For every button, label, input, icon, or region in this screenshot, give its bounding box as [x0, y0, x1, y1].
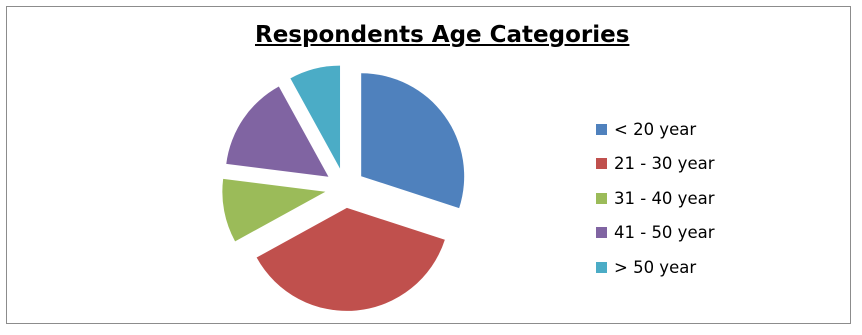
pie-slice-41-50 — [226, 86, 329, 177]
pie-slice-31-40 — [222, 178, 326, 242]
legend-swatch-over-50 — [596, 261, 607, 273]
legend-swatch-41-50 — [596, 227, 607, 239]
legend-swatch-21-30 — [596, 158, 607, 170]
legend-label-41-50: 41 - 50 year — [614, 223, 715, 243]
legend-label-21-30: 21 - 30 year — [614, 154, 715, 174]
chart-title: Respondents Age Categories — [255, 22, 630, 48]
legend-label-31-40: 31 - 40 year — [614, 188, 715, 208]
pie-slice-under-20 — [361, 73, 465, 209]
legend-label-under-20: < 20 year — [614, 119, 697, 139]
legend-item-under-20: < 20 year — [596, 112, 715, 147]
legend: < 20 year 21 - 30 year 31 - 40 year 41 -… — [596, 112, 715, 285]
legend-item-21-30: 21 - 30 year — [596, 147, 715, 182]
legend-swatch-under-20 — [596, 123, 607, 135]
legend-item-31-40: 31 - 40 year — [596, 181, 715, 216]
legend-item-over-50: > 50 year — [596, 250, 715, 285]
legend-label-over-50: > 50 year — [614, 257, 697, 277]
pie-slice-over-50 — [290, 65, 341, 169]
pie-slice-21-30 — [256, 207, 445, 311]
legend-swatch-31-40 — [596, 192, 607, 204]
legend-item-41-50: 41 - 50 year — [596, 216, 715, 251]
